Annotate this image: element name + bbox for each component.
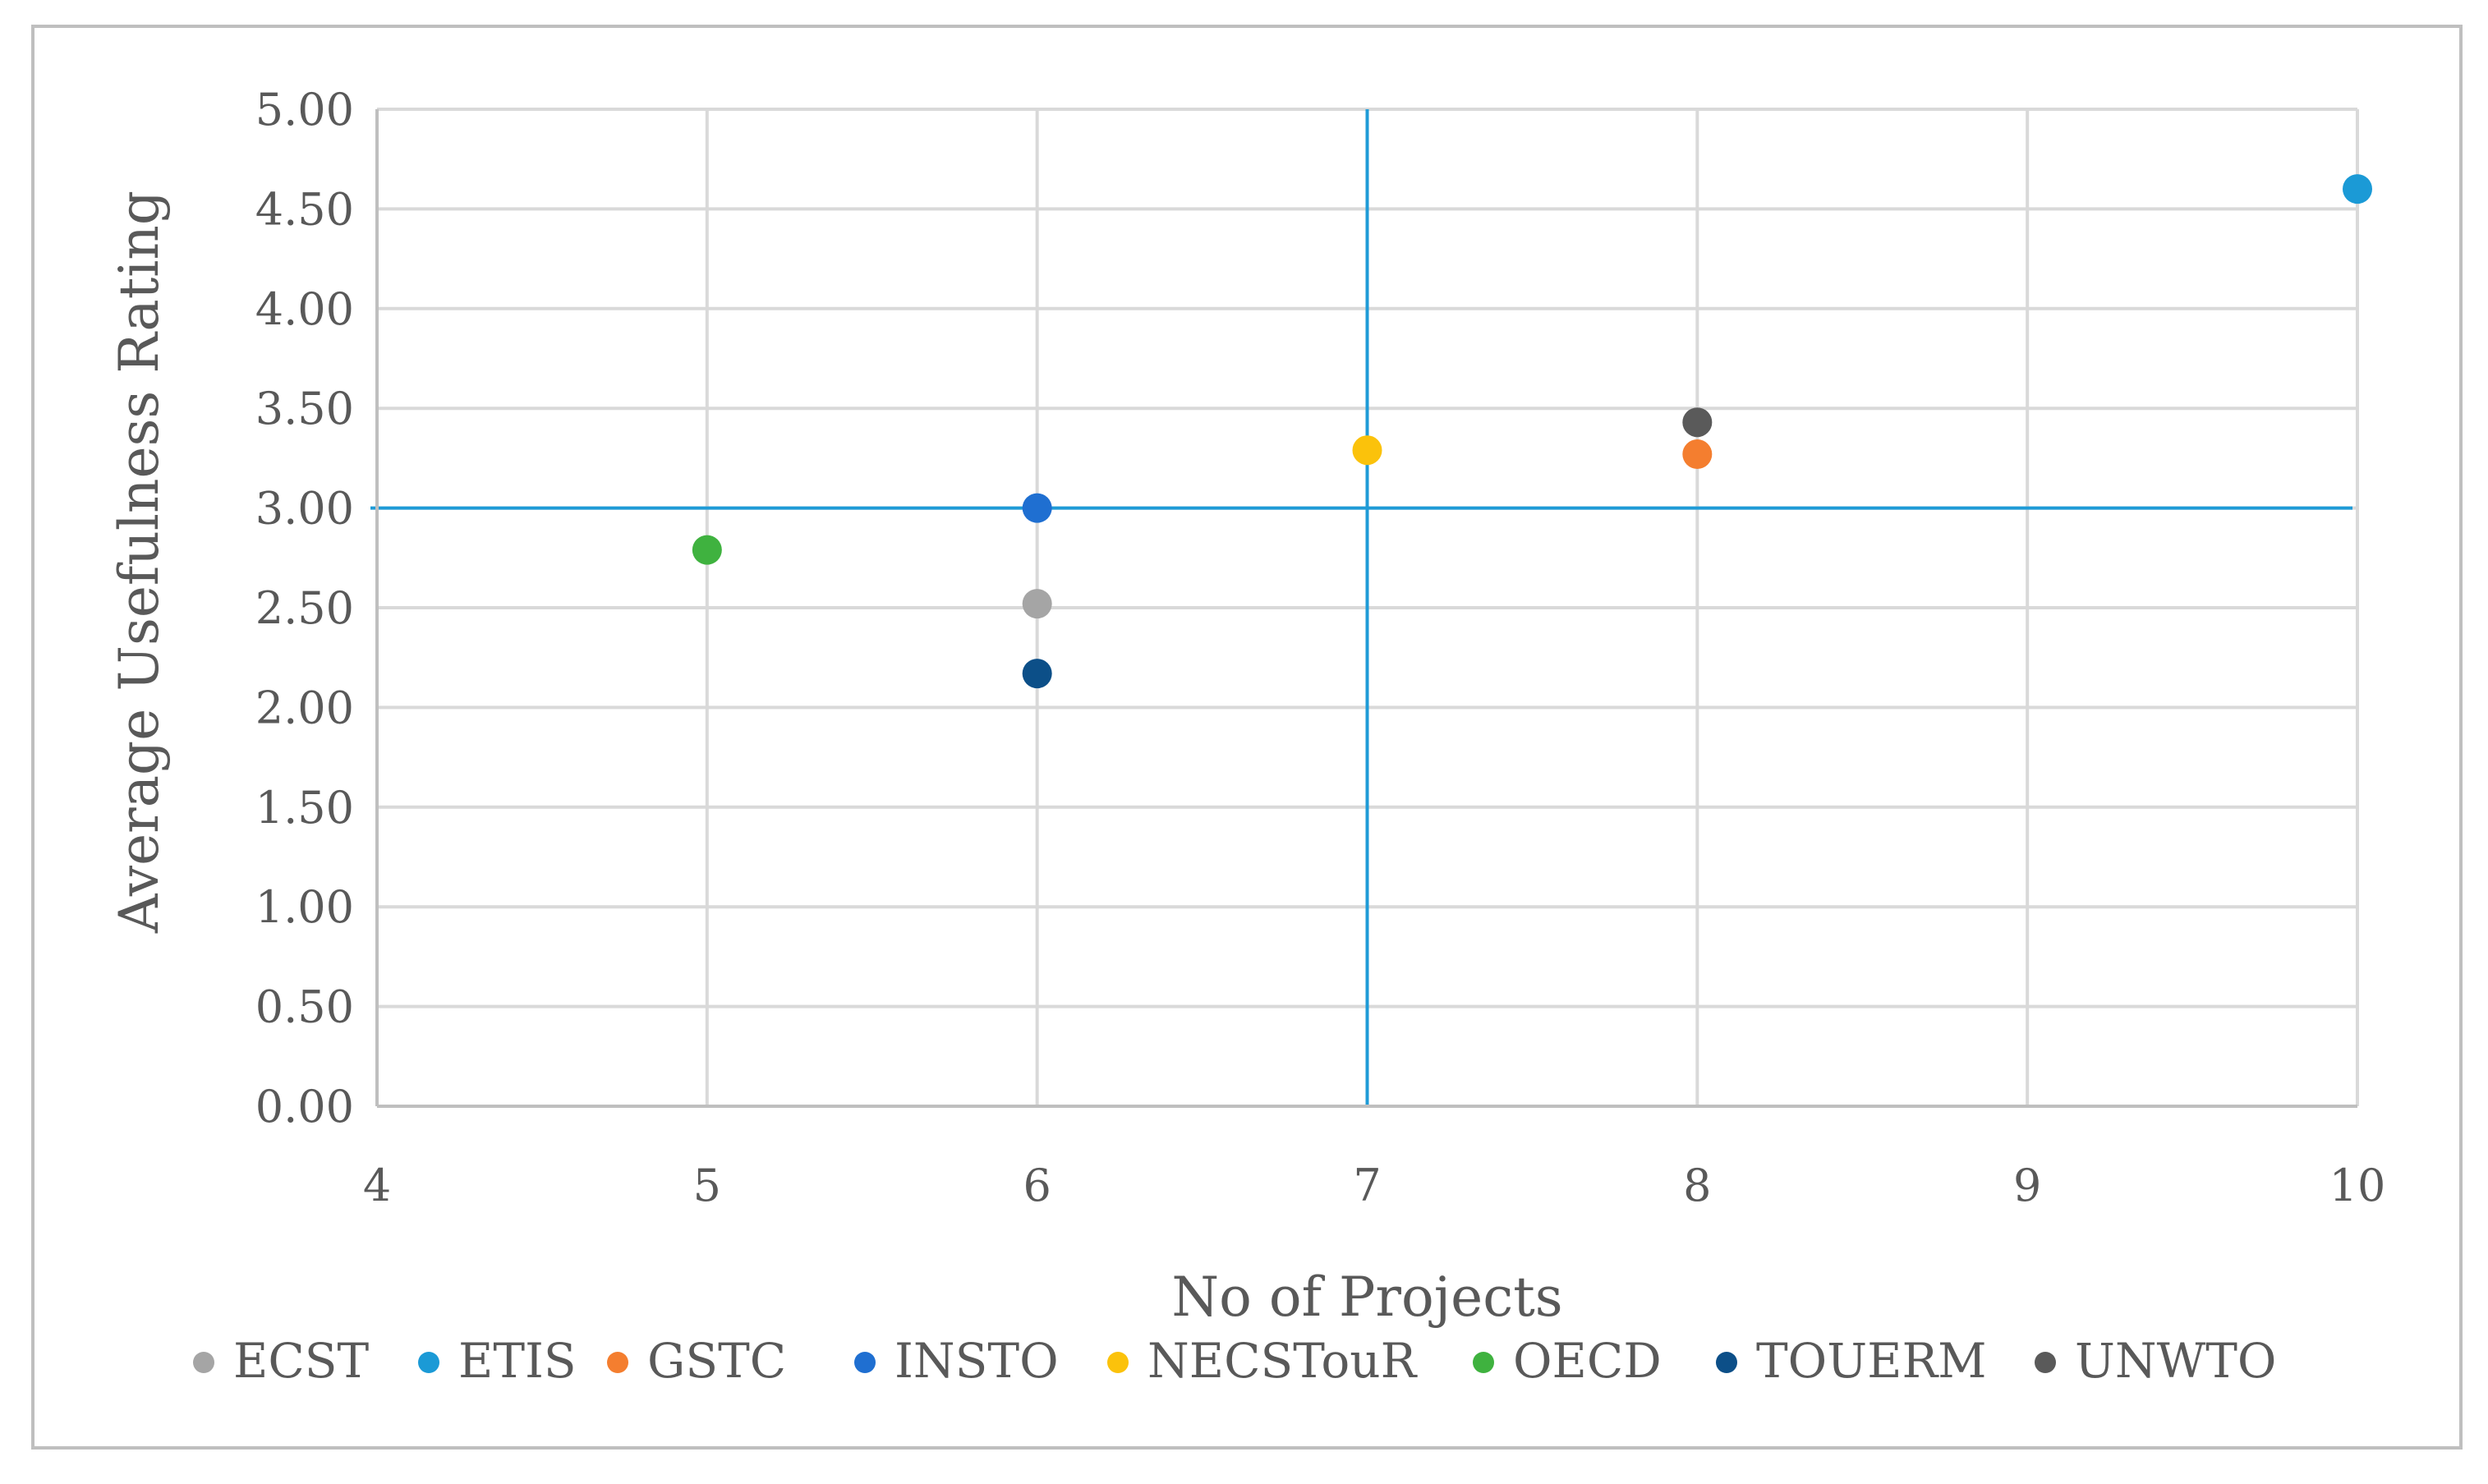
legend-marker-ecst [193, 1352, 214, 1373]
legend-marker-unwto [2035, 1352, 2056, 1373]
legend-label-necstour: NECSTouR [1147, 1333, 1419, 1389]
legend-marker-insto [854, 1352, 876, 1373]
tick-labels: 4 5 6 7 8 9 10 0.00 0.50 1.00 1.50 2.00 2.50 3.00 3.50… [255, 84, 2386, 1211]
y-tick-label: 1.00 [255, 881, 354, 933]
reference-lines [370, 109, 2352, 1106]
legend-marker-necstour [1107, 1352, 1129, 1373]
x-tick-label: 7 [1353, 1160, 1381, 1211]
x-tick-label: 6 [1023, 1160, 1051, 1211]
data-point-ecst [1022, 589, 1052, 619]
data-points [692, 174, 2372, 689]
legend-label-etis: ETIS [458, 1333, 577, 1389]
y-tick-label: 2.00 [255, 682, 354, 733]
x-tick-label: 4 [363, 1160, 391, 1211]
legend-label-unwto: UNWTO [2075, 1333, 2276, 1389]
y-tick-label: 4.00 [255, 283, 354, 335]
x-tick-label: 5 [693, 1160, 721, 1211]
data-point-gstc [1682, 439, 1713, 470]
legend-marker-etis [418, 1352, 439, 1373]
legend-marker-touerm [1716, 1352, 1737, 1373]
legend-marker-oecd [1473, 1352, 1494, 1373]
y-tick-label: 2.50 [255, 582, 354, 634]
legend-label-ecst: ECST [233, 1333, 369, 1389]
legend: ECST ETIS GSTC INSTO NECSTouR OECD TOUERM UNWTO [193, 1333, 2276, 1389]
data-point-unwto [1682, 407, 1713, 438]
chart-frame: 4 5 6 7 8 9 10 0.00 0.50 1.00 1.50 2.00 2.50 3.00 3.50… [31, 25, 2463, 1450]
scatter-chart: 4 5 6 7 8 9 10 0.00 0.50 1.00 1.50 2.00 2.50 3.00 3.50… [108, 84, 2386, 1389]
x-tick-label: 9 [2013, 1160, 2041, 1211]
x-tick-label: 8 [1683, 1160, 1711, 1211]
legend-label-touerm: TOUERM [1756, 1333, 1987, 1389]
y-tick-label: 1.50 [255, 782, 354, 834]
y-tick-label: 3.00 [255, 483, 354, 535]
x-axis-title: No of Projects [1171, 1266, 1562, 1329]
legend-label-insto: INSTO [894, 1333, 1059, 1389]
axes [375, 109, 2357, 1108]
y-tick-label: 3.50 [255, 383, 354, 434]
y-tick-label: 0.50 [255, 981, 354, 1033]
data-point-etis [2343, 174, 2372, 204]
x-tick-label: 10 [2329, 1160, 2386, 1211]
y-tick-label: 4.50 [255, 183, 354, 235]
data-point-insto [1022, 493, 1052, 523]
legend-marker-gstc [607, 1352, 628, 1373]
data-point-touerm [1022, 659, 1052, 689]
legend-label-oecd: OECD [1513, 1333, 1662, 1389]
data-point-oecd [692, 535, 722, 565]
data-point-necstour [1352, 435, 1382, 466]
legend-label-gstc: GSTC [647, 1333, 786, 1389]
y-tick-label: 5.00 [255, 84, 354, 136]
y-tick-label: 0.00 [255, 1081, 354, 1133]
y-axis-title: Average Usefulness Rating [108, 191, 171, 934]
